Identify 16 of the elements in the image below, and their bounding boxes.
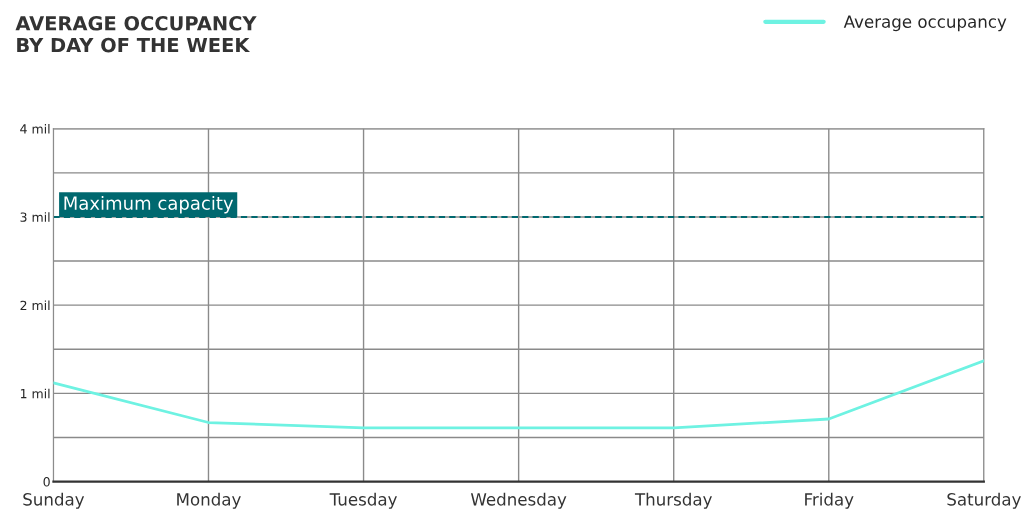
chart-title: AVERAGE OCCUPANCY BY DAY OF THE WEEK xyxy=(15,15,257,53)
x-tick-label: Saturday xyxy=(947,492,1021,509)
y-tick-label: 0 xyxy=(43,477,50,487)
y-tick-label: 4 mil xyxy=(20,123,50,134)
legend-label: Average occupancy xyxy=(843,15,1007,32)
x-tick-label: Sunday xyxy=(23,492,85,509)
x-tick-label: Thursday xyxy=(634,492,712,509)
x-tick-label: Monday xyxy=(177,492,241,509)
y-tick-label: 1 mil xyxy=(20,388,50,399)
x-tick-label: Tuesday xyxy=(329,492,397,509)
y-tick-label: 3 mil xyxy=(20,212,50,222)
line-series xyxy=(53,359,984,430)
ref-line-label: Maximum capacity xyxy=(64,195,234,214)
x-tick-label: Friday xyxy=(805,492,854,509)
x-tick-label: Wednesday xyxy=(470,492,567,509)
y-tick-label: 2 mil xyxy=(20,300,50,310)
